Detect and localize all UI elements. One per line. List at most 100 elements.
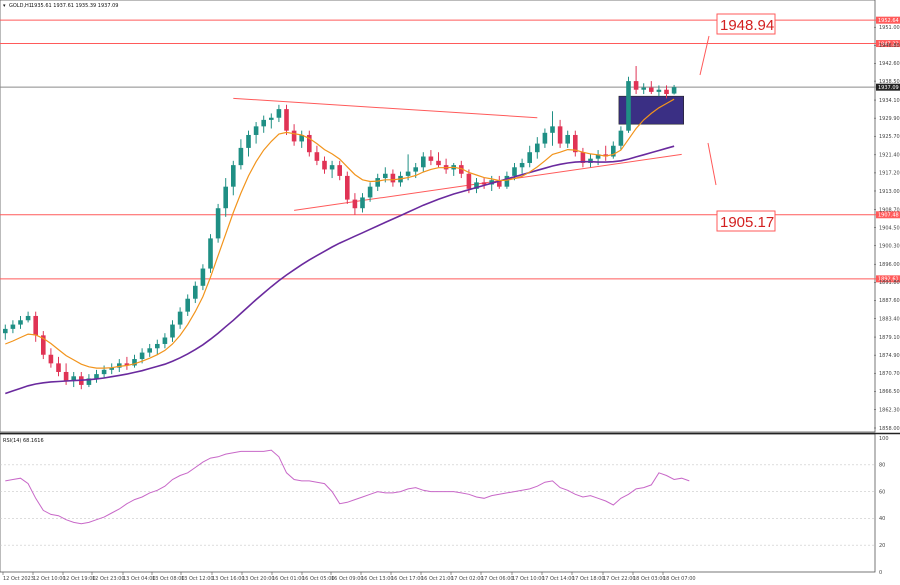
upper-target-arrow [699,35,710,76]
lower-target-label: 1905.17 [720,214,774,231]
candle-body [71,376,76,381]
chart-menu-icon[interactable]: ▾ [3,3,6,9]
candle-body [390,173,396,183]
candle-body [459,165,464,174]
price-tick-label: 1887.60 [879,298,900,304]
candle-body [41,335,46,355]
candle-body [421,156,426,168]
candle-body [124,363,130,366]
candle-body [269,117,274,120]
price-tick-label: 1900.30 [879,244,900,250]
price-tick-label: 1891.80 [879,280,900,286]
ma-slow-line [5,145,675,395]
candles [3,66,677,390]
candle-body [626,81,631,131]
candle-body [94,374,99,379]
candle-body [155,343,160,349]
candle-body [633,81,639,90]
ohlc-values: 1935.61 1937.61 1935.39 1937.09 [31,3,118,9]
candle-body [56,363,61,372]
candle-body [208,238,213,269]
current-price-tag-text: 1937.09 [878,85,899,91]
rsi-tick-label: 80 [879,463,885,469]
price-tick-label: 1946.80 [879,43,900,49]
candle-body [466,173,472,189]
candle-body [147,348,152,353]
price-tick-label: 1934.10 [879,98,900,104]
annotations: 1948.94 1905.17 [699,13,776,232]
level-price-tag-text: 1947.22 [878,41,899,47]
candle-body [603,154,608,157]
time-tick-label: 18 Oct 07:00 [663,576,696,582]
candle-body [215,208,221,239]
candle-body [109,367,114,370]
candle-body [200,268,206,286]
candle-body [18,320,23,325]
rsi-header: RSI(14) 68.1616 [3,438,44,444]
lower-target-arrow [707,142,717,186]
candle-body [565,134,570,144]
candle-body [535,143,540,153]
time-tick-label: 13 Oct 16:00 [212,576,245,582]
time-tick-label: 12 Oct 2023 [3,576,34,582]
upper-target-label: 1948.94 [720,17,774,34]
candle-body [170,324,175,338]
candle-body [246,134,251,148]
ma-fast-line [5,98,675,369]
time-tick-label: 17 Oct 02:00 [451,576,484,582]
level-price-tag-text: 1907.48 [878,213,899,219]
candle-body [580,152,586,163]
price-tick-label: 1883.40 [879,316,900,322]
candle-body [550,126,555,133]
candle-body [193,285,198,299]
upper-target-box [716,13,776,35]
time-tick-label: 16 Oct 21:00 [421,576,454,582]
time-tick-label: 13 Oct 20:00 [242,576,275,582]
candle-body [101,369,107,375]
lower-target-box [716,210,776,232]
candle-body [185,298,190,312]
moving-averages [5,98,675,395]
time-tick-label: 17 Oct 06:00 [481,576,514,582]
level-price-tag-text: 1952.64 [878,18,899,24]
rsi-tick-label: 40 [879,516,885,522]
candle-body [557,126,563,144]
candle-body [573,134,578,153]
candle-body [641,87,646,90]
price-tick-label: 1904.50 [879,225,900,231]
price-tick-label: 1908.70 [879,207,900,213]
level-price-tag [876,211,900,219]
level-price-tag [876,16,900,24]
candle-body [649,87,654,92]
price-tick-label: 1879.10 [879,335,900,341]
candle-body [314,152,320,161]
time-tick-label: 12 Oct 19:00 [63,576,96,582]
candle-body [383,173,388,179]
candle-body [63,371,69,381]
candle-body [132,359,137,366]
time-tick-label: 17 Oct 14:00 [542,576,575,582]
horizontal-levels: 1952.64 1947.22 1907.48 1892.61 1937.09 [0,16,900,283]
candle-body [664,89,669,95]
candle-body [588,158,593,163]
price-tick-label: 1938.50 [879,79,900,85]
time-tick-label: 12 Oct 10:00 [33,576,66,582]
candle-body [284,109,289,131]
time-tick-label: 16 Oct 09:00 [331,576,364,582]
candle-body [595,154,601,159]
time-tick-label: 16 Oct 05:00 [302,576,335,582]
price-tick-label: 1866.50 [879,389,900,395]
rsi-tick-label: 100 [879,436,889,442]
price-tick-label: 1925.70 [879,134,900,140]
candle-body [352,199,358,209]
price-tick-label: 1913.00 [879,189,900,195]
candle-body [542,132,548,144]
trendlines [233,97,682,211]
candle-body [337,165,342,176]
candle-body [177,311,183,325]
rsi-tick-label: 60 [879,489,885,495]
candle-body [307,134,312,153]
